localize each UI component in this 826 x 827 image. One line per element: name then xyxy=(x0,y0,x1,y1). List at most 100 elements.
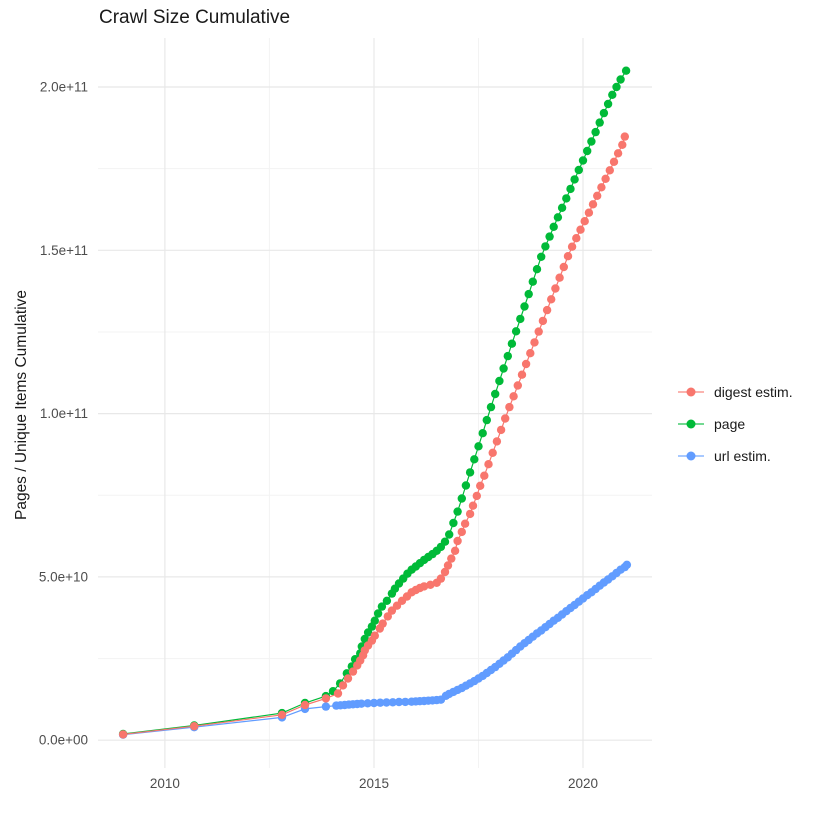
data-point xyxy=(595,118,604,127)
legend: digest estim. page url estim. xyxy=(678,376,793,472)
data-point xyxy=(576,225,585,234)
data-point xyxy=(388,698,397,707)
data-point xyxy=(574,165,583,175)
data-point xyxy=(277,710,287,719)
data-point xyxy=(453,536,462,546)
data-point xyxy=(608,90,617,100)
data-point xyxy=(476,481,485,490)
data-point xyxy=(363,699,372,708)
x-axis-labels: 2010 2015 2020 xyxy=(150,776,598,791)
legend-label: url estim. xyxy=(714,448,771,464)
data-point xyxy=(520,302,529,311)
data-point xyxy=(453,507,462,516)
data-point xyxy=(382,698,391,707)
data-point xyxy=(547,295,556,304)
data-point xyxy=(370,616,379,625)
data-point xyxy=(426,580,435,589)
data-point xyxy=(499,364,508,373)
data-point xyxy=(532,265,542,274)
data-point xyxy=(472,491,481,501)
data-point xyxy=(516,314,525,324)
data-point xyxy=(300,700,310,710)
data-point xyxy=(557,203,567,212)
data-point xyxy=(549,222,558,231)
data-point xyxy=(613,149,623,158)
data-point xyxy=(447,554,456,563)
data-point xyxy=(470,455,479,464)
data-point xyxy=(465,468,475,477)
data-point xyxy=(491,389,500,399)
y-tick-label: 2.0e+11 xyxy=(40,80,88,95)
x-tick-label: 2010 xyxy=(150,776,180,791)
data-point xyxy=(622,560,632,569)
data-point xyxy=(562,194,571,203)
data-point xyxy=(542,305,552,315)
data-point xyxy=(478,429,487,438)
data-point xyxy=(605,166,614,175)
legend-key-page xyxy=(678,416,704,432)
data-point xyxy=(618,140,627,149)
legend-item-page: page xyxy=(678,408,793,440)
data-point xyxy=(378,619,387,628)
data-point xyxy=(609,157,619,166)
data-point xyxy=(570,175,579,184)
data-point xyxy=(597,183,606,192)
data-point xyxy=(190,722,199,731)
data-point xyxy=(530,338,539,347)
data-point xyxy=(436,574,446,583)
data-point xyxy=(511,327,521,336)
data-point xyxy=(505,402,514,412)
data-point xyxy=(468,501,478,510)
data-point xyxy=(599,108,609,118)
data-point xyxy=(507,339,517,348)
data-point xyxy=(509,392,518,401)
data-point xyxy=(373,609,383,618)
data-point xyxy=(449,518,458,528)
data-point xyxy=(559,262,568,272)
data-point xyxy=(591,127,600,137)
data-point xyxy=(555,273,564,282)
x-tick-label: 2015 xyxy=(359,776,389,791)
data-point xyxy=(583,146,592,156)
legend-key-url-estim xyxy=(678,448,704,464)
data-point xyxy=(360,634,369,644)
data-point xyxy=(357,699,366,708)
data-point xyxy=(457,494,466,503)
legend-item-digest-estim: digest estim. xyxy=(678,376,793,408)
data-point xyxy=(566,184,575,194)
data-point xyxy=(580,217,589,226)
data-point xyxy=(369,698,379,708)
grid-major xyxy=(98,38,652,768)
legend-key-digest-estim xyxy=(678,384,704,400)
data-point xyxy=(621,66,631,75)
data-point xyxy=(513,381,522,390)
data-point xyxy=(584,208,594,217)
data-point xyxy=(443,561,453,570)
data-point xyxy=(541,242,550,251)
data-point xyxy=(587,137,596,146)
data-point xyxy=(578,156,588,165)
data-point xyxy=(484,460,493,469)
data-point xyxy=(457,527,466,537)
legend-dot-icon xyxy=(686,419,696,429)
data-point xyxy=(534,327,543,336)
data-point xyxy=(450,546,460,555)
data-point xyxy=(553,213,563,222)
legend-dot-icon xyxy=(686,451,696,461)
data-point xyxy=(333,689,343,698)
y-tick-label: 1.5e+11 xyxy=(40,243,88,258)
data-point xyxy=(482,415,491,425)
data-point xyxy=(517,370,527,379)
data-point xyxy=(382,596,392,605)
data-point xyxy=(338,681,348,690)
data-point xyxy=(348,667,358,676)
data-point xyxy=(567,242,577,251)
series-line-url-estim xyxy=(123,564,628,736)
data-point xyxy=(528,277,537,286)
y-axis-labels: 0.0e+00 5.0e+10 1.0e+11 1.5e+11 2.0e+11 xyxy=(39,80,88,748)
data-point xyxy=(588,200,598,209)
data-point xyxy=(545,232,554,241)
legend-item-url-estim: url estim. xyxy=(678,440,793,472)
